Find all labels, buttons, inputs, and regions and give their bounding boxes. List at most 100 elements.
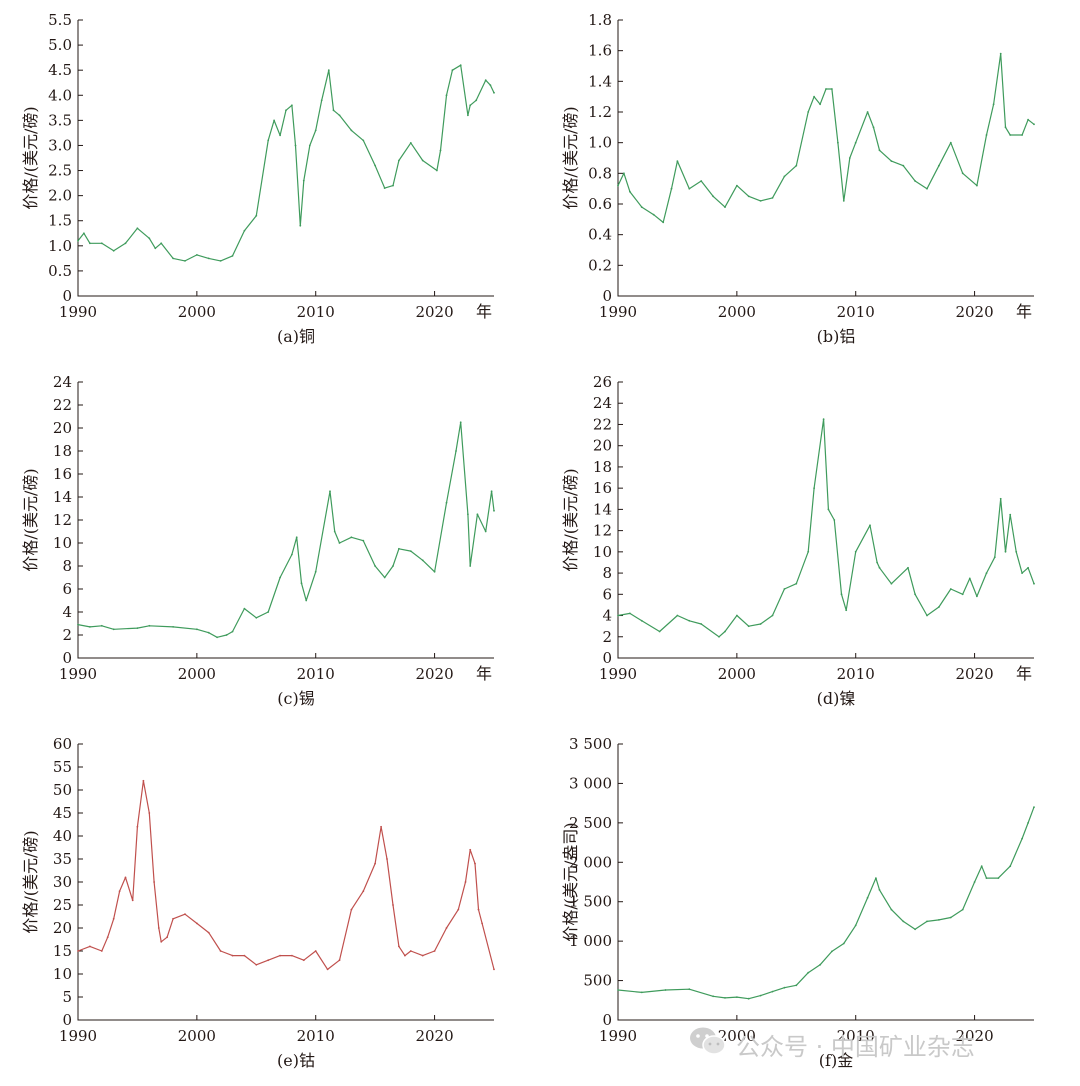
data-point: [1021, 134, 1023, 136]
data-point: [350, 536, 353, 539]
data-point: [459, 421, 462, 424]
data-point: [436, 169, 438, 172]
axis-lines: [617, 20, 1034, 297]
data-point: [409, 142, 412, 144]
chart-svg-f: 0 500 1 000 1 500 2 000 2 500 3 000 3 500 1990 20…: [561, 735, 1035, 1070]
y-tick-label: 20: [593, 437, 612, 455]
y-tick-label: 4: [62, 603, 72, 621]
data-point: [231, 255, 234, 257]
x-tick-label: 2010: [837, 665, 875, 683]
y-tick-label: 0: [62, 649, 72, 667]
y-tick-label: 0.6: [588, 195, 612, 213]
data-point: [1033, 582, 1035, 585]
data-point: [736, 996, 738, 998]
y-tick-label: 50: [53, 781, 72, 799]
data-point: [795, 984, 798, 987]
data-point: [467, 114, 469, 117]
data-point: [747, 625, 750, 628]
x-tick-label: 2010: [837, 1027, 875, 1045]
data-point: [640, 991, 643, 994]
data-point: [184, 913, 186, 916]
y-tick-label: 0: [602, 287, 612, 305]
data-point: [759, 623, 762, 625]
data-point: [77, 239, 79, 242]
chart-caption: (b)铝: [817, 327, 856, 346]
data-point: [374, 565, 376, 567]
y-tick-label: 12: [53, 511, 72, 529]
chart-panel-a: 0 0.5 1.0 1.5 2.0 2.5 3.0 3.5 4.0 4.5 5.0 5.5 1990 20…: [0, 0, 540, 362]
y-tick-label: 0.2: [588, 256, 612, 274]
axis-lines: [77, 744, 494, 1021]
y-tick-label: 3 000: [569, 774, 612, 792]
x-tick-label: 2020: [955, 1027, 993, 1045]
y-tick-label: 2 500: [569, 814, 612, 832]
data-point: [445, 94, 448, 97]
y-tick-label: 3.5: [48, 111, 72, 129]
data-point: [878, 566, 881, 569]
data-point: [160, 242, 163, 245]
y-tick-label: 0: [602, 1011, 612, 1029]
data-point: [652, 213, 655, 216]
data-point: [160, 940, 163, 943]
data-point: [207, 931, 210, 934]
data-point: [89, 945, 91, 948]
data-point: [670, 187, 673, 190]
wechat-icon: [688, 1025, 728, 1063]
y-tick-label: 1 000: [569, 932, 612, 950]
data-point: [83, 232, 85, 235]
data-point: [878, 889, 881, 891]
data-point: [688, 988, 691, 991]
data-point: [840, 593, 843, 596]
data-point: [231, 954, 234, 957]
data-point: [688, 619, 691, 622]
data-point: [267, 611, 270, 613]
axis-lines: [77, 20, 494, 297]
x-tick-label: 2020: [415, 303, 453, 321]
data-point: [273, 119, 275, 122]
data-point: [985, 134, 988, 136]
data-point: [112, 249, 115, 252]
data-point: [302, 959, 305, 962]
y-tick-label: 20: [53, 419, 72, 437]
y-tick-label: 2.5: [48, 162, 72, 180]
data-point: [724, 630, 726, 633]
data-point: [876, 561, 878, 564]
data-point: [484, 530, 487, 533]
data-point: [131, 899, 134, 902]
data-point: [474, 862, 476, 865]
data-point: [219, 260, 222, 262]
data-point: [392, 565, 394, 567]
y-tick-label: 0: [602, 649, 612, 667]
data-point: [676, 160, 679, 163]
axis-lines: [617, 744, 1034, 1021]
data-point: [976, 184, 978, 187]
x-tick-label: 2010: [297, 1027, 335, 1045]
data-point: [338, 114, 341, 117]
data-point: [392, 904, 394, 906]
y-tick-label: 4: [602, 607, 612, 625]
data-point: [142, 779, 145, 782]
chart-panel-e: 0 5 10 15 20 25 30 35 40 45 50 55 60 1990 2000 2010 2020…: [0, 724, 540, 1086]
data-point: [1027, 566, 1029, 569]
x-tick-label: 2020: [415, 1027, 453, 1045]
series-line: [617, 418, 1035, 638]
y-tick-label: 2 000: [569, 853, 612, 871]
x-tick-label: 1990: [59, 1027, 97, 1045]
x-tick-label: 2000: [718, 1027, 756, 1045]
y-tick-label: 10: [593, 543, 612, 561]
data-point: [380, 825, 382, 828]
data-point: [783, 588, 786, 590]
data-point: [724, 206, 726, 209]
data-point: [196, 922, 198, 925]
data-point: [938, 606, 940, 608]
data-point: [926, 187, 928, 190]
data-point: [383, 576, 386, 579]
data-point: [747, 997, 750, 1000]
data-point: [700, 623, 703, 625]
y-tick-label: 5.5: [48, 11, 72, 29]
x-tick-label: 2020: [415, 665, 453, 683]
data-point: [949, 141, 952, 144]
data-point: [1021, 572, 1023, 574]
y-tick-label: 45: [53, 804, 72, 822]
y-tick-label: 8: [602, 564, 612, 582]
